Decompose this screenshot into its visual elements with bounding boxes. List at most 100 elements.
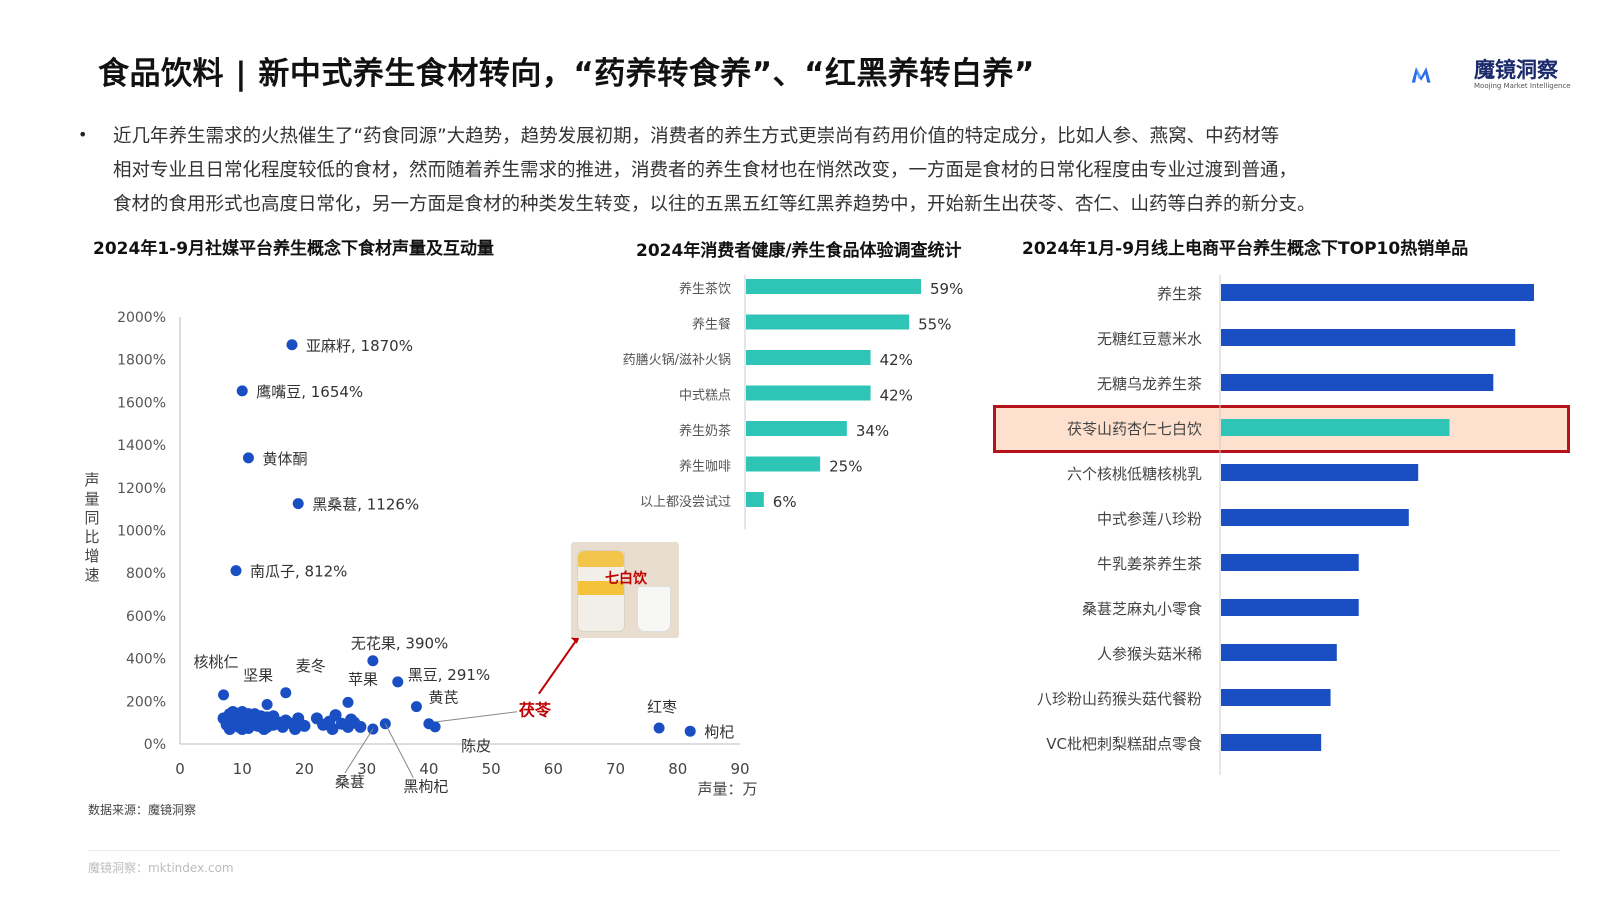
- intro-line: 相对专业且日常化程度较低的食材，然而随着养生需求的推进，消费者的养生食材也在悄然…: [113, 160, 1298, 181]
- top10-bar-chart: 养生茶无糖红豆薏米水无糖乌龙养生茶茯苓山药杏仁七白饮六个核桃低糖核桃乳中式参莲八…: [1037, 275, 1534, 775]
- survey-category-label: 养生餐: [692, 317, 731, 333]
- survey-bar: [746, 279, 921, 294]
- top10-category-label: 茯苓山药杏仁七白饮: [1067, 420, 1202, 438]
- survey-category-label: 以上都没尝试过: [640, 495, 731, 510]
- survey-value-label: 6%: [773, 493, 797, 511]
- scatter-point-label: 黑枸杞: [403, 778, 448, 796]
- scatter-point-label: 茯苓: [518, 701, 552, 720]
- scatter-point: [298, 719, 311, 732]
- x-tick-label: 30: [357, 760, 376, 778]
- top10-category-label: 无糖乌龙养生茶: [1097, 375, 1202, 393]
- scatter-point: [653, 722, 665, 734]
- scatter-point-label: 鹰嘴豆, 1654%: [256, 383, 363, 401]
- survey-bar: [746, 421, 847, 436]
- scatter-point-label: 亚麻籽, 1870%: [306, 337, 413, 355]
- scatter-point: [261, 720, 274, 733]
- survey-category-label: 中式糕点: [679, 389, 731, 404]
- y-axis-label-char: 声: [84, 471, 99, 489]
- y-tick-label: 600%: [126, 609, 166, 625]
- scatter-point: [329, 709, 342, 722]
- survey-bar: [746, 350, 871, 365]
- logo-text: 魔镜洞察: [1474, 58, 1558, 82]
- scatter-point: [280, 687, 292, 699]
- survey-category-label: 养生奶茶: [679, 423, 731, 439]
- scatter-point: [261, 699, 273, 711]
- leader-line: [344, 728, 374, 774]
- top10-category-label: VC枇杷刺梨糕甜点零食: [1046, 735, 1202, 753]
- y-tick-label: 1600%: [117, 395, 166, 411]
- survey-bar: [746, 385, 871, 401]
- scatter-point-label: 黑桑葚, 1126%: [312, 496, 419, 514]
- x-tick-label: 0: [175, 760, 185, 778]
- y-axis-label-char: 同: [84, 509, 99, 527]
- y-tick-label: 1800%: [117, 353, 166, 369]
- top10-bar: [1221, 644, 1337, 661]
- top10-category-label: 无糖红豆薏米水: [1097, 330, 1202, 348]
- scatter-point: [354, 720, 367, 733]
- top10-bar: [1221, 329, 1516, 346]
- survey-value-label: 42%: [880, 387, 913, 405]
- scatter-point: [242, 452, 254, 464]
- survey-chart-title: 2024年消费者健康/养生食品体验调查统计: [636, 241, 962, 261]
- scatter-point-label: 坚果: [243, 667, 273, 685]
- survey-category-label: 养生咖啡: [679, 459, 731, 475]
- scatter-point: [218, 689, 230, 701]
- top10-bar: [1221, 284, 1534, 301]
- scatter-point: [286, 339, 298, 351]
- intro-paragraph: 近几年养生需求的火热催生了“药食同源”大趋势，趋势发展初期，消费者的养生方式更崇…: [113, 120, 1563, 222]
- scatter-point-label: 苹果: [348, 670, 378, 688]
- logo-subtitle: Moojing Market Intelligence: [1474, 82, 1571, 90]
- scatter-point-label: 红枣: [647, 698, 677, 716]
- y-axis-label-char: 量: [84, 490, 99, 508]
- x-tick-label: 10: [233, 760, 252, 778]
- survey-bar-chart: 养生茶饮 59% 养生餐 55% 药膳火锅/滋补火锅 42% 中式糕点 42% 养生奶茶 34% 养…: [623, 275, 963, 530]
- top10-chart-title: 2024年1月-9月线上电商平台养生概念下TOP10热销单品: [1022, 239, 1469, 259]
- milk-glass-icon: [637, 586, 671, 632]
- x-tick-label: 60: [544, 760, 563, 778]
- scatter-point: [326, 723, 339, 736]
- y-tick-label: 0%: [144, 737, 166, 753]
- intro-line: 食材的食用形式也高度日常化，另一方面是食材的种类发生转变，以往的五黑五红等红黑养…: [113, 194, 1316, 215]
- scatter-point: [254, 710, 267, 723]
- x-tick-label: 50: [482, 760, 501, 778]
- scatter-point-label: 黄体酮: [262, 450, 307, 468]
- scatter-point: [226, 705, 239, 718]
- leader-line: [436, 711, 517, 723]
- footer-text: 魔镜洞察：mktindex.com: [88, 861, 234, 875]
- survey-bar: [746, 456, 821, 472]
- y-axis-label-char: 比: [84, 528, 99, 546]
- scatter-point: [292, 498, 304, 510]
- scatter-point: [684, 725, 696, 737]
- top10-bar: [1221, 554, 1359, 571]
- scatter-point-label: 核桃仁: [194, 653, 239, 671]
- scatter-point: [392, 676, 404, 688]
- scatter-point: [342, 696, 354, 708]
- x-tick-label: 20: [295, 760, 314, 778]
- scatter-point: [410, 701, 422, 713]
- y-tick-label: 1000%: [117, 524, 166, 540]
- top10-category-label: 养生茶: [1157, 285, 1202, 303]
- x-tick-label: 90: [730, 760, 749, 778]
- product-photo-label: 七白饮: [605, 571, 647, 587]
- survey-bar: [746, 314, 910, 330]
- top10-bar: [1221, 689, 1331, 706]
- survey-value-label: 34%: [856, 422, 889, 440]
- scatter-point: [242, 708, 255, 721]
- top10-bar: [1221, 599, 1359, 616]
- survey-value-label: 59%: [930, 280, 963, 298]
- top10-category-label: 牛乳姜茶养生茶: [1097, 555, 1202, 573]
- survey-category-label: 药膳火锅/滋补火锅: [623, 352, 731, 368]
- scatter-point-label: 无花果, 390%: [351, 635, 448, 653]
- top10-bar: [1221, 734, 1322, 751]
- top10-bar: [1221, 419, 1450, 436]
- scatter-point-label: 麦冬: [296, 657, 326, 675]
- product-can: [577, 550, 625, 632]
- footer-divider: [88, 850, 1560, 851]
- data-source: 数据来源：魔镜洞察: [88, 803, 197, 817]
- y-tick-label: 1200%: [117, 481, 166, 497]
- x-axis-label: 声量：万: [698, 780, 758, 798]
- survey-value-label: 42%: [880, 351, 913, 369]
- scatter-point-label: 陈皮: [461, 737, 491, 755]
- page-title: 食品饮料 | 新中式养生食材转向，“药养转食养”、“红黑养转白养”: [98, 56, 1035, 92]
- scatter-point-label: 南瓜子, 812%: [250, 563, 347, 581]
